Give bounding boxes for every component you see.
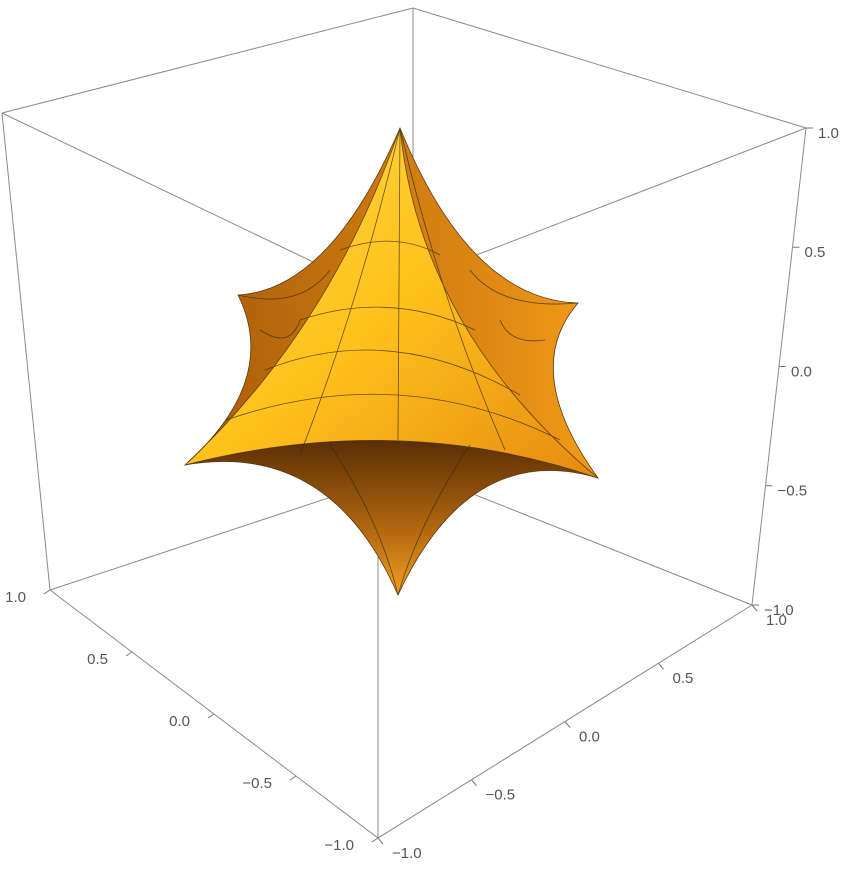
x-tick-mark bbox=[43, 589, 51, 595]
x-tick-mark bbox=[289, 775, 297, 781]
y-tick-label: 1.0 bbox=[766, 612, 787, 629]
x-tick-label: −0.5 bbox=[242, 775, 272, 792]
z-tick-label: 0.0 bbox=[791, 363, 812, 380]
x-tick-mark bbox=[371, 837, 379, 843]
y-tick-label: −0.5 bbox=[486, 787, 516, 804]
y-tick-mark bbox=[471, 779, 477, 787]
z-tick-label: −0.5 bbox=[778, 483, 808, 500]
x-tick-label: 0.5 bbox=[87, 651, 108, 668]
z-tick-label: 1.0 bbox=[818, 125, 839, 142]
y-tick-mark bbox=[377, 837, 384, 845]
surface bbox=[183, 126, 600, 596]
y-tick-label: 0.5 bbox=[673, 670, 694, 687]
x-tick-label: −1.0 bbox=[324, 837, 354, 854]
z-tick-label: 0.5 bbox=[805, 244, 826, 261]
y-tick-label: 0.0 bbox=[579, 728, 600, 745]
x-tick-label: 0.0 bbox=[169, 713, 190, 730]
y-tick-mark bbox=[658, 662, 664, 670]
z-tick-label: −1.0 bbox=[764, 602, 794, 619]
x-tick-mark bbox=[207, 713, 215, 719]
x-tick-mark bbox=[125, 651, 133, 657]
x-tick-label: 1.0 bbox=[5, 589, 26, 606]
y-tick-mark bbox=[751, 604, 758, 612]
y-tick-label: −1.0 bbox=[392, 845, 422, 862]
axes: −1.0−0.50.00.51.0−1.0−0.50.00.51.0−1.0−0… bbox=[5, 125, 839, 862]
y-tick-mark bbox=[564, 721, 571, 728]
